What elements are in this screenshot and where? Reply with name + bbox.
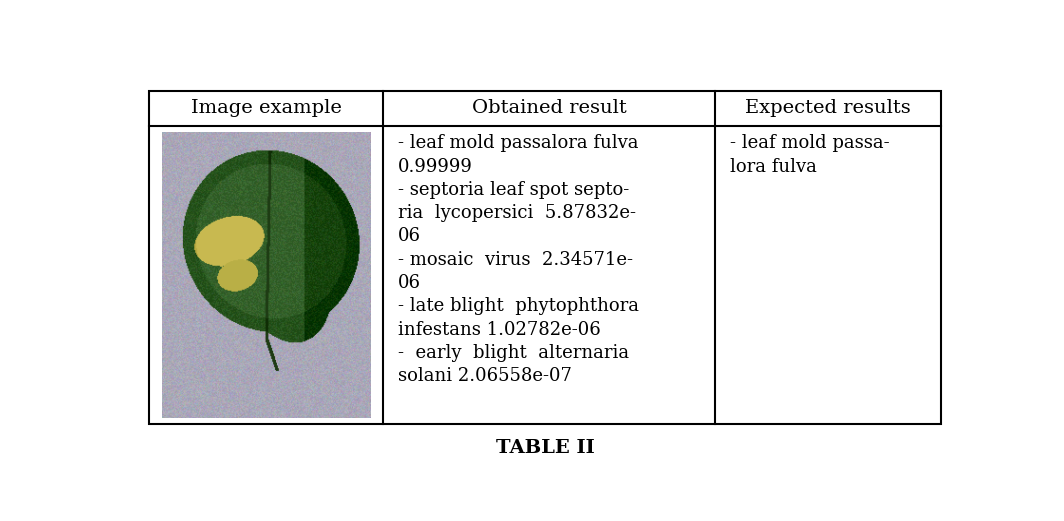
- Text: Image example: Image example: [190, 99, 342, 117]
- Text: - late blight  phytophthora: - late blight phytophthora: [398, 297, 638, 315]
- Text: 0.99999: 0.99999: [398, 158, 472, 176]
- Text: 06: 06: [398, 274, 421, 292]
- Bar: [149, 91, 941, 424]
- Text: TABLE II: TABLE II: [496, 439, 595, 456]
- Text: Obtained result: Obtained result: [471, 99, 627, 117]
- Text: lora fulva: lora fulva: [730, 158, 817, 176]
- Text: ria  lycopersici  5.87832e-: ria lycopersici 5.87832e-: [398, 204, 636, 222]
- Text: -  early  blight  alternaria: - early blight alternaria: [398, 344, 629, 362]
- Text: - mosaic  virus  2.34571e-: - mosaic virus 2.34571e-: [398, 251, 633, 269]
- Text: - leaf mold passalora fulva: - leaf mold passalora fulva: [398, 134, 638, 152]
- Text: 06: 06: [398, 228, 421, 245]
- Text: Expected results: Expected results: [746, 99, 911, 117]
- Text: solani 2.06558e-07: solani 2.06558e-07: [398, 367, 571, 385]
- Text: infestans 1.02782e-06: infestans 1.02782e-06: [398, 320, 600, 339]
- Text: - septoria leaf spot septo-: - septoria leaf spot septo-: [398, 181, 629, 199]
- Text: - leaf mold passa-: - leaf mold passa-: [730, 134, 890, 152]
